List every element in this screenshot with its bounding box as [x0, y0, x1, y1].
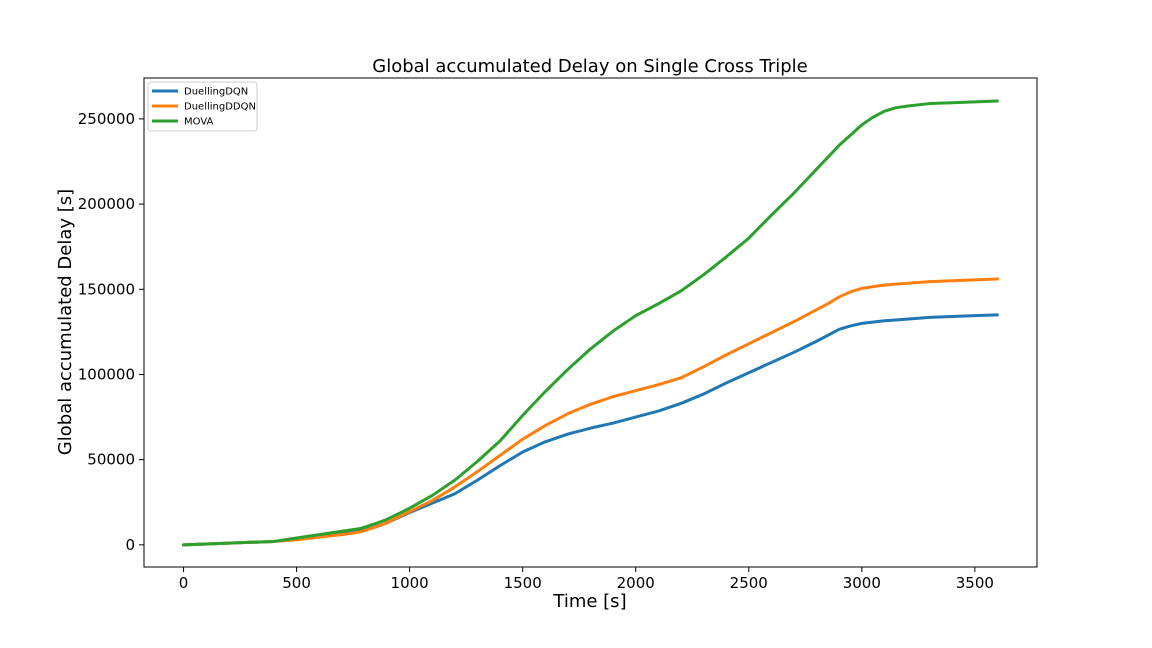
series-line-2: [182, 99, 999, 547]
x-tick-label: 0: [179, 574, 189, 592]
x-tick-label: 3500: [956, 574, 994, 592]
x-axis-label: Time [s]: [552, 591, 626, 612]
y-axis: 0 50000 100000 150000 200000 250000: [78, 110, 144, 554]
y-tick-label: 50000: [87, 451, 135, 469]
y-tick-label: 150000: [78, 280, 135, 298]
x-tick-label: 2000: [617, 574, 655, 592]
x-axis: 0 500 1000 1500 2000 2500 3000 3500: [179, 567, 994, 592]
legend-label-0: DuellingDQN: [184, 87, 248, 98]
chart-title: Global accumulated Delay on Single Cross…: [372, 56, 807, 77]
x-tick-label: 1000: [391, 574, 429, 592]
legend-label-1: DuellingDDQN: [184, 102, 256, 113]
y-axis-label: Global accumulated Delay [s]: [55, 189, 76, 455]
y-tick-label: 100000: [78, 365, 135, 383]
legend: DuellingDQN DuellingDDQN MOVA: [147, 81, 258, 132]
y-tick-label: 200000: [78, 195, 135, 213]
x-tick-label: 3000: [843, 574, 881, 592]
x-tick-label: 2500: [730, 574, 768, 592]
legend-frame: [147, 81, 258, 132]
legend-label-2: MOVA: [184, 117, 214, 128]
x-tick-label: 500: [282, 574, 311, 592]
y-tick-label: 0: [125, 536, 135, 554]
series-line-1: [182, 277, 999, 547]
series-layer: [182, 99, 999, 547]
y-tick-label: 250000: [78, 110, 135, 128]
x-tick-label: 1500: [504, 574, 542, 592]
plot-area: [143, 77, 1038, 568]
